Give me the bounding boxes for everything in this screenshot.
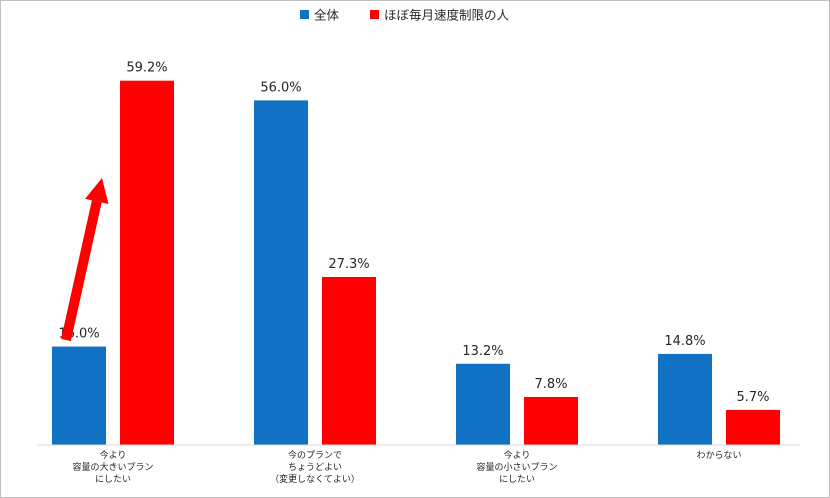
bar-throttled-2 <box>524 397 578 445</box>
category-label: 容量の大きいプラン <box>72 461 153 473</box>
category-label: 今より <box>504 449 531 461</box>
bar-all-2 <box>456 363 510 445</box>
arrow-head <box>85 178 109 205</box>
bar-all-0 <box>52 346 106 445</box>
legend: 全体 ほぼ毎月速度制限の人 <box>300 8 510 23</box>
annotation-arrow <box>61 178 109 342</box>
bar-throttled-0 <box>120 80 174 445</box>
arrow-shaft <box>61 200 102 342</box>
category-label: 容量の小さいプラン <box>476 461 557 473</box>
data-label: 56.0% <box>260 80 301 95</box>
category-label: にしたい <box>95 474 131 485</box>
data-label: 14.8% <box>664 334 705 349</box>
legend-label: 全体 <box>314 8 340 23</box>
category-labels: 今より容量の大きいプランにしたい今のプランでちょうどよい（変更しなくてよい）今よ… <box>72 449 741 485</box>
bars <box>52 80 780 445</box>
legend-swatch <box>370 10 379 19</box>
legend-label: ほぼ毎月速度制限の人 <box>384 8 510 23</box>
data-label: 13.2% <box>462 344 503 359</box>
category-label: ちょうどよい <box>288 462 342 473</box>
category-label: にしたい <box>499 474 535 485</box>
data-label: 7.8% <box>534 377 567 392</box>
category-label: 今より <box>100 449 127 461</box>
bar-all-1 <box>254 100 308 445</box>
bar-all-3 <box>658 353 712 445</box>
category-label: 今のプランで <box>288 449 342 461</box>
legend-swatch <box>300 10 309 19</box>
bar-throttled-3 <box>726 409 780 445</box>
bar-throttled-1 <box>322 277 376 445</box>
category-label: わからない <box>696 450 741 461</box>
data-label: 27.3% <box>328 257 369 272</box>
data-label: 59.2% <box>126 61 167 76</box>
category-label: （変更しなくてよい） <box>270 473 360 485</box>
data-label: 5.7% <box>736 390 769 405</box>
